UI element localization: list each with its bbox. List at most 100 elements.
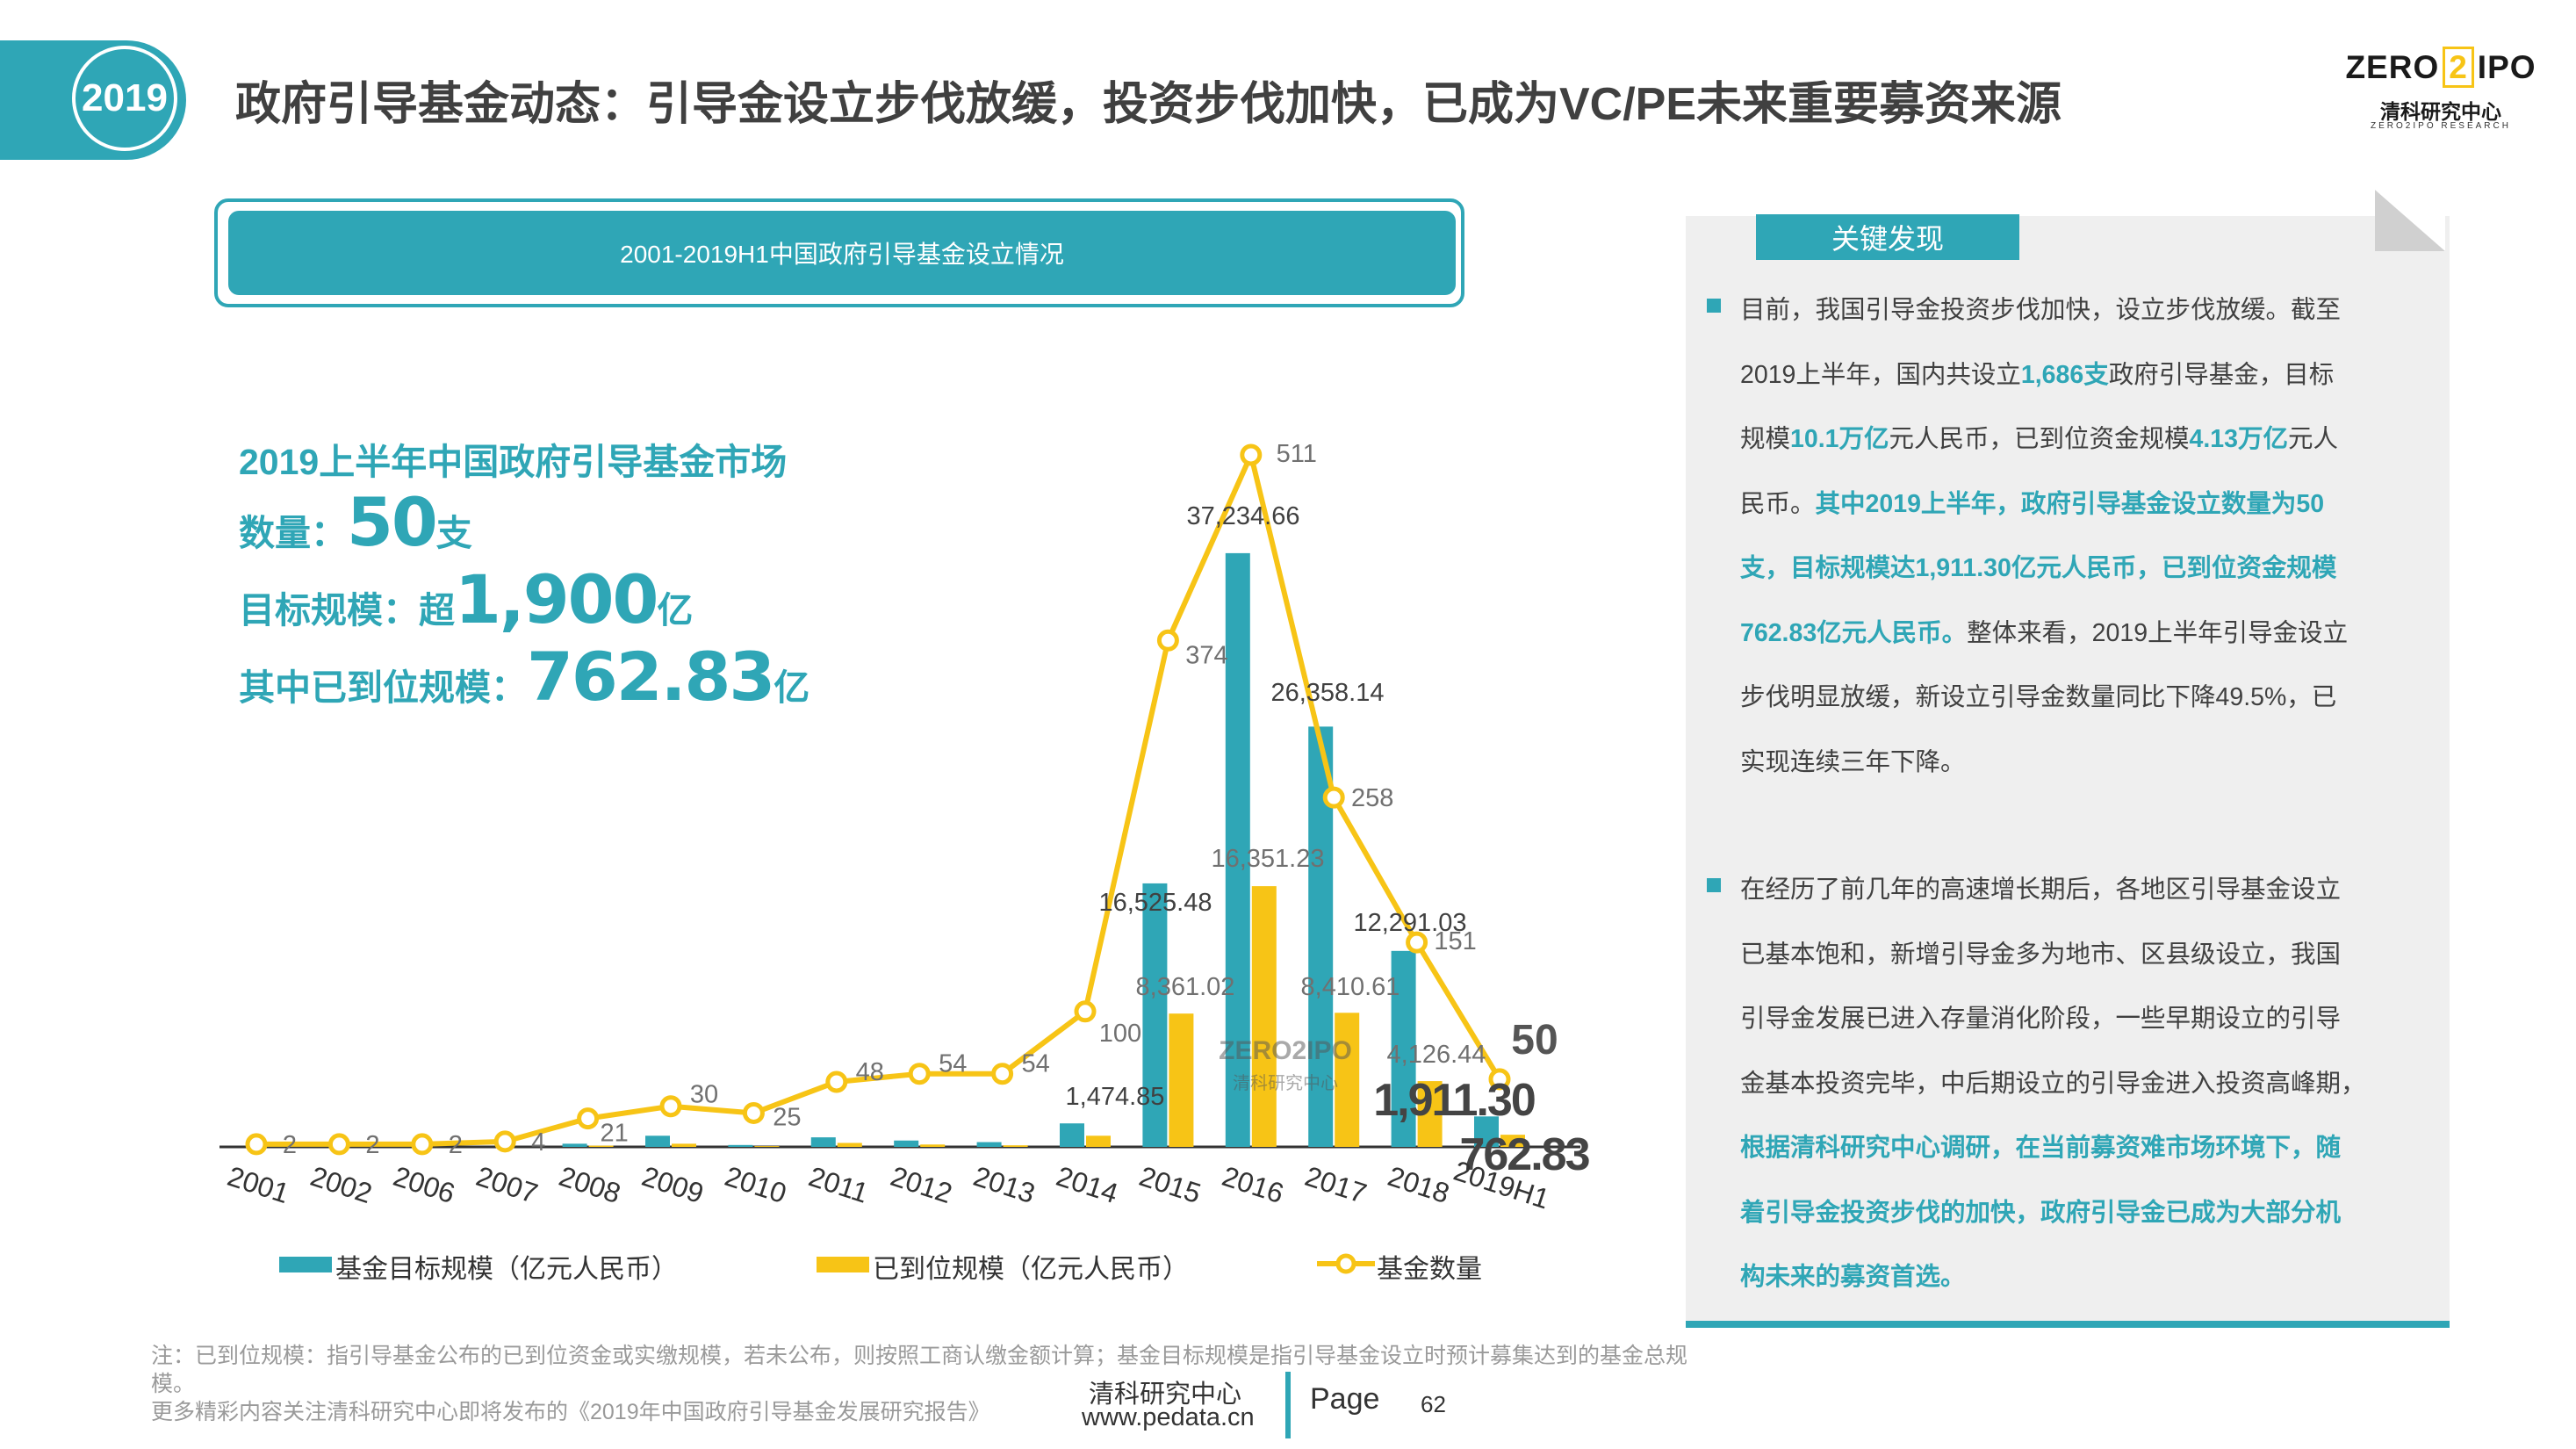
x-tick-2007: 2007 [472, 1160, 542, 1209]
finding-1-line: 规模10.1万亿元人民币，已到位资金规模4.13万亿元人 [1740, 419, 2338, 455]
fund-chart: 2 2 2 4 21 30 25 48 54 54 100 374 511 258 151 50 1,474.8… [219, 440, 1592, 1215]
logo-cn: 清科研究中心 [2380, 100, 2501, 123]
footer-center-cn: 清科研究中心 [1089, 1381, 1242, 1409]
count-point-2016 [1240, 443, 1263, 466]
page-title: 政府引导基金动态：引导金设立步伐放缓，投资步伐加快，已成为VC/PE未来重要募资… [235, 79, 2062, 130]
finding-1-line: 2019上半年，国内共设立1,686支政府引导基金，目标 [1740, 355, 2334, 391]
x-tick-2015: 2015 [1135, 1160, 1205, 1209]
highlight-text: 10.1万亿 [1790, 425, 1889, 453]
footer-divider [1285, 1372, 1291, 1438]
bar-paid-2019H1 [1500, 1135, 1525, 1147]
bar-target-2008 [562, 1143, 587, 1147]
count-label-2012: 54 [939, 1050, 967, 1078]
count-point-2017 [1322, 786, 1345, 809]
summary-paid: 其中已到位规模：762.83亿 [239, 638, 809, 717]
bullet-2 [1707, 878, 1721, 892]
x-tick-2008: 2008 [555, 1160, 624, 1209]
count-value: 50 [347, 483, 438, 561]
finding-2-line: 在经历了前几年的高速增长期后，各地区引导基金设立 [1740, 869, 2341, 905]
paid-value: 762.83 [527, 638, 775, 716]
count-label-2011: 48 [856, 1058, 884, 1086]
count-label-2018: 151 [1434, 927, 1476, 955]
count-point-2002 [327, 1133, 350, 1156]
footer-site-link[interactable]: www.pedata.cn [1082, 1403, 1255, 1431]
summary-target: 目标规模：超1,900亿 [239, 560, 693, 639]
chart-watermark: ZERO2IPO 清科研究中心 [1219, 1036, 1352, 1093]
bar-target-2014 [1060, 1123, 1084, 1147]
count-label-2015: 374 [1185, 641, 1227, 669]
x-tick-2012: 2012 [887, 1160, 956, 1209]
panel-bottom-line [1686, 1321, 2450, 1328]
count-label-2010: 25 [773, 1103, 801, 1131]
highlight-text: 4.13万亿 [2189, 425, 2288, 453]
finding-1-line: 步伐明显放缓，新设立引导金数量同比下降49.5%，已 [1740, 677, 2336, 713]
panel-text: 步伐明显放缓，新设立引导金数量同比下降49.5%，已 [1740, 683, 2337, 711]
target-unit: 亿 [657, 590, 694, 631]
panel-text: 元人 [2288, 425, 2339, 453]
x-tick-2002: 2002 [306, 1160, 376, 1209]
legend-label-paid: 已到位规模（亿元人民币） [873, 1255, 1189, 1284]
count-point-2019H1 [1488, 1068, 1511, 1091]
panel-text: 在经历了前几年的高速增长期后，各地区引导基金设立 [1740, 876, 2342, 904]
count-label-2016: 511 [1277, 440, 1317, 468]
highlight-text: 构未来的募资首选。 [1740, 1263, 1966, 1291]
finding-2-line: 已基本饱和，新增引导金多为地市、区县级设立，我国 [1740, 934, 2341, 970]
x-tick-2006: 2006 [390, 1160, 459, 1209]
count-point-2018 [1406, 931, 1428, 954]
x-tick-2009: 2009 [638, 1160, 708, 1209]
legend-label-target: 基金目标规模（亿元人民币） [335, 1255, 678, 1284]
count-label-2008: 21 [600, 1120, 628, 1148]
summary-heading: 2019上半年中国政府引导基金市场 [239, 442, 788, 482]
paid-label-2019H1: 762.83 [1459, 1129, 1589, 1180]
finding-1-line: 762.83亿元人民币。整体来看，2019上半年引导金设立 [1740, 613, 2348, 649]
x-tick-2014: 2014 [1053, 1160, 1122, 1209]
count-point-2008 [577, 1107, 600, 1130]
logo-text-right: IPO [2477, 49, 2536, 85]
footnote-3: 更多精彩内容关注清科研究中心即将发布的《2019年中国政府引导基金发展研究报告》 [151, 1400, 990, 1424]
key-findings-title: 关键发现 [1756, 214, 2019, 260]
page-fold-icon [2375, 190, 2445, 251]
paid-label: 其中已到位规模： [239, 667, 527, 708]
legend-label-count: 基金数量 [1377, 1255, 1482, 1284]
count-point-2014 [1074, 1000, 1097, 1023]
logo-text-left: ZERO [2345, 49, 2440, 85]
panel-text: 民币。 [1740, 489, 1816, 518]
highlight-text: 支，目标规模达1,911.30亿元人民币，已到位资金规模 [1740, 554, 2337, 582]
x-tick-2013: 2013 [969, 1160, 1039, 1209]
legend-swatch-target [279, 1257, 332, 1272]
chart-title: 2001-2019H1中国政府引导基金设立情况 [228, 211, 1456, 295]
x-tick-2018: 2018 [1384, 1160, 1453, 1209]
key-findings-panel [1686, 216, 2450, 1323]
footnote-1: 注：已到位规模：指引导基金公布的已到位资金或实缴规模，若未公布，则按照工商认缴金… [151, 1344, 1688, 1368]
finding-2-line: 根据清科研究中心调研，在当前募资难市场环境下，随 [1740, 1128, 2341, 1164]
count-label-2014: 100 [1099, 1020, 1141, 1048]
count-label-2007: 4 [531, 1128, 545, 1157]
panel-text: 元人民币，已到位资金规模 [1889, 425, 2190, 453]
finding-1-line: 实现连续三年下降。 [1740, 742, 1966, 778]
panel-text: 引导金发展已进入存量消化阶段，一些早期设立的引导 [1740, 1005, 2342, 1033]
bar-paid-2017 [1335, 1013, 1360, 1147]
count-point-2012 [908, 1063, 931, 1085]
target-label: 目标规模：超 [239, 590, 455, 631]
target-label-2019H1: 1,911.30 [1373, 1075, 1535, 1126]
paid-label-2015: 8,361.02 [1136, 973, 1235, 1001]
finding-2-line: 引导金发展已进入存量消化阶段，一些早期设立的引导 [1740, 998, 2341, 1034]
summary-count: 数量：50支 [239, 483, 472, 562]
count-line [256, 452, 1502, 1147]
count-point-2015 [1156, 629, 1179, 652]
highlight-text: 1,686支 [2020, 360, 2109, 389]
target-label-2016: 37,234.66 [1186, 502, 1299, 530]
target-label-2015: 16,525.48 [1098, 889, 1212, 917]
finding-2-line: 金基本投资完毕，中后期设立的引导金进入投资高峰期， [1740, 1063, 2366, 1099]
panel-text: 规模 [1740, 425, 1791, 453]
bar-paid-2016 [1251, 886, 1277, 1147]
bar-paid-2009 [672, 1143, 696, 1147]
legend-swatch-paid [817, 1257, 869, 1272]
finding-2-line: 着引导金投资步伐的加快，政府引导金已成为大部分机 [1740, 1193, 2341, 1229]
x-tick-2010: 2010 [721, 1160, 790, 1209]
page-label: Page [1310, 1382, 1380, 1416]
chart-title-frame [214, 198, 1464, 307]
count-point-2011 [825, 1071, 848, 1093]
bar-target-2013 [976, 1142, 1002, 1147]
bar-paid-2011 [837, 1143, 862, 1147]
